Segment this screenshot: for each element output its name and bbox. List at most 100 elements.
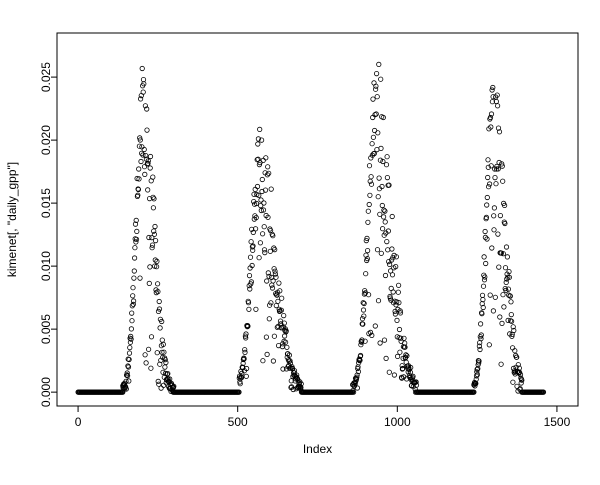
data-point <box>136 166 142 172</box>
data-point <box>156 306 163 312</box>
data-point <box>380 214 387 220</box>
data-point <box>154 258 160 264</box>
data-point <box>386 369 392 375</box>
data-point <box>163 359 169 366</box>
data-point <box>256 192 262 198</box>
data-point <box>519 377 525 383</box>
data-point <box>472 383 478 389</box>
data-point <box>153 238 159 244</box>
data-point <box>283 328 289 334</box>
data-point <box>152 223 158 230</box>
data-point <box>284 344 290 350</box>
data-point <box>263 334 269 340</box>
data-point <box>361 313 367 319</box>
data-point <box>510 324 516 330</box>
data-point <box>123 386 129 392</box>
data-point <box>159 349 165 355</box>
data-point <box>257 240 263 246</box>
data-point <box>239 370 245 376</box>
data-point <box>369 141 375 147</box>
data-point <box>364 235 370 241</box>
data-point <box>271 266 277 272</box>
data-point <box>259 231 266 237</box>
data-point <box>491 227 497 233</box>
data-point <box>474 371 480 378</box>
data-point <box>496 159 502 166</box>
data-point <box>137 135 143 141</box>
data-point <box>373 83 379 89</box>
plot-box <box>56 32 579 407</box>
data-point <box>272 247 278 253</box>
data-point <box>147 165 153 171</box>
data-point <box>508 318 515 324</box>
data-point <box>254 183 261 190</box>
data-point <box>260 207 267 213</box>
data-point <box>350 389 357 395</box>
data-point <box>127 344 133 351</box>
data-point <box>143 153 149 159</box>
data-point <box>263 155 269 161</box>
data-point <box>265 164 271 170</box>
data-point <box>258 197 264 203</box>
y-tick-label: 0.020 <box>39 125 53 155</box>
data-point <box>148 365 154 371</box>
data-point <box>278 307 284 313</box>
data-point <box>486 181 493 187</box>
data-point <box>379 226 386 232</box>
data-point <box>270 233 276 239</box>
data-point <box>370 134 376 140</box>
data-point <box>495 166 501 172</box>
data-point <box>501 304 507 310</box>
data-point <box>395 282 402 288</box>
x-tick-label: 1500 <box>544 415 571 429</box>
data-point <box>279 295 285 301</box>
data-point <box>366 201 372 208</box>
data-point <box>129 310 135 316</box>
data-point <box>155 288 161 295</box>
data-point <box>392 311 398 317</box>
data-point <box>379 202 385 209</box>
data-point <box>515 362 521 368</box>
data-point <box>382 219 388 225</box>
data-point <box>149 235 155 241</box>
data-point <box>277 288 283 294</box>
data-point <box>135 192 141 198</box>
data-point <box>142 352 148 358</box>
data-point <box>480 304 486 311</box>
data-point <box>400 355 406 361</box>
data-point <box>398 335 404 341</box>
data-point <box>382 208 388 214</box>
data-point <box>156 298 162 305</box>
data-point <box>508 311 514 318</box>
data-point <box>374 247 381 253</box>
data-point <box>365 292 372 298</box>
data-point <box>494 103 501 109</box>
data-point <box>480 283 487 289</box>
data-point <box>506 274 512 280</box>
data-point <box>125 364 132 370</box>
data-point <box>249 262 255 269</box>
data-point <box>514 383 520 389</box>
data-point <box>495 125 502 131</box>
data-point <box>397 310 404 316</box>
data-point <box>375 130 381 136</box>
data-point <box>368 181 375 187</box>
data-point <box>389 272 396 278</box>
data-point <box>141 146 147 153</box>
data-point <box>502 220 508 227</box>
data-point <box>374 94 380 100</box>
data-point <box>125 373 131 379</box>
data-point <box>171 383 177 389</box>
data-point <box>151 196 157 202</box>
data-point <box>255 141 261 147</box>
data-point <box>408 364 414 371</box>
data-point <box>246 306 252 312</box>
data-point <box>258 207 264 214</box>
data-point <box>379 183 385 190</box>
data-point <box>242 333 248 339</box>
data-point <box>399 363 405 369</box>
data-point <box>142 103 148 109</box>
data-point <box>366 163 373 169</box>
data-point <box>501 202 508 208</box>
